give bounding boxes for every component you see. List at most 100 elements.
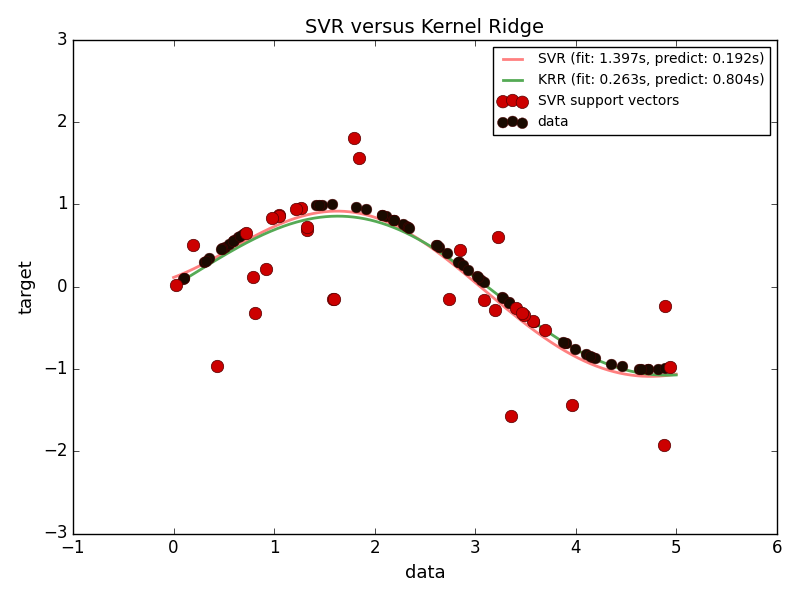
SVR support vectors xyxy=(247,272,260,282)
data xyxy=(327,294,340,304)
SVR support vectors xyxy=(259,264,272,274)
SVR support vectors xyxy=(526,317,539,326)
KRR (fit: 0.263s, predict: 0.804s): (0.98, 0.681): 0.263s, predict: 0.804s): (0.98, 0.681) xyxy=(267,227,277,234)
SVR support vectors xyxy=(353,153,366,163)
data xyxy=(375,210,388,220)
data xyxy=(457,260,470,270)
data xyxy=(642,364,655,374)
data xyxy=(527,317,540,326)
KRR (fit: 0.263s, predict: 0.804s): (0.299, 0.232): 0.263s, predict: 0.804s): (0.299, 0.232) xyxy=(198,264,208,271)
data xyxy=(237,230,250,239)
SVR support vectors xyxy=(348,133,361,143)
data xyxy=(565,400,578,410)
SVR (fit: 1.397s, predict: 0.192s): (1.63, 0.919): 1.397s, predict: 0.192s): (1.63, 0.919) xyxy=(332,208,342,215)
data xyxy=(453,257,466,267)
data xyxy=(327,294,340,304)
data xyxy=(203,253,216,263)
SVR (fit: 1.397s, predict: 0.192s): (0, 0.113): 1.397s, predict: 0.192s): (0, 0.113) xyxy=(169,274,178,281)
SVR support vectors xyxy=(489,305,502,315)
data xyxy=(489,305,502,315)
data xyxy=(659,301,672,310)
data xyxy=(580,349,593,359)
data xyxy=(558,338,571,347)
Legend: SVR (fit: 1.397s, predict: 0.192s), KRR (fit: 0.263s, predict: 0.804s), SVR supp: SVR (fit: 1.397s, predict: 0.192s), KRR … xyxy=(493,47,770,135)
data xyxy=(375,210,388,220)
data xyxy=(471,272,484,282)
SVR (fit: 1.397s, predict: 0.192s): (0.299, 0.278): 1.397s, predict: 0.192s): (0.299, 0.278) xyxy=(198,260,208,268)
KRR (fit: 0.263s, predict: 0.804s): (1.63, 0.858): 0.263s, predict: 0.804s): (1.63, 0.858) xyxy=(333,212,342,220)
data xyxy=(272,211,285,220)
data xyxy=(177,274,190,284)
data xyxy=(658,440,670,450)
data xyxy=(556,337,569,346)
data xyxy=(504,411,517,421)
data xyxy=(301,222,314,232)
data xyxy=(227,235,240,245)
SVR support vectors xyxy=(294,203,307,213)
data xyxy=(227,236,240,245)
SVR support vectors xyxy=(266,214,278,223)
data xyxy=(658,363,671,373)
data xyxy=(478,277,490,287)
data xyxy=(214,245,227,254)
data xyxy=(452,257,465,266)
data xyxy=(348,133,361,143)
data xyxy=(518,310,530,319)
data xyxy=(454,245,466,255)
SVR (fit: 1.397s, predict: 0.192s): (4.74, -1.09): 1.397s, predict: 0.192s): (4.74, -1.09) xyxy=(646,373,655,380)
SVR (fit: 1.397s, predict: 0.192s): (5, -1.06): 1.397s, predict: 0.192s): (5, -1.06) xyxy=(671,371,681,378)
data xyxy=(510,304,522,313)
KRR (fit: 0.263s, predict: 0.804s): (4.91, -1.08): 0.263s, predict: 0.804s): (4.91, -1.08) xyxy=(662,371,672,379)
data xyxy=(216,244,229,253)
data xyxy=(497,293,510,303)
data xyxy=(397,220,410,229)
SVR support vectors xyxy=(515,308,528,317)
data xyxy=(380,212,393,221)
data xyxy=(586,352,598,362)
SVR support vectors xyxy=(478,295,490,305)
SVR support vectors xyxy=(492,232,505,242)
data xyxy=(569,344,582,353)
data xyxy=(316,200,329,209)
data xyxy=(605,359,618,368)
SVR (fit: 1.397s, predict: 0.192s): (0.207, 0.222): 1.397s, predict: 0.192s): (0.207, 0.222) xyxy=(190,265,199,272)
data xyxy=(615,362,628,371)
data xyxy=(399,221,412,230)
data xyxy=(478,295,490,305)
SVR support vectors xyxy=(211,361,224,371)
data xyxy=(443,294,456,304)
data xyxy=(664,362,677,371)
Y-axis label: target: target xyxy=(18,259,36,314)
data xyxy=(430,241,443,250)
data xyxy=(495,292,508,302)
data xyxy=(178,274,190,283)
KRR (fit: 0.263s, predict: 0.804s): (4.74, -1.06): 0.263s, predict: 0.804s): (4.74, -1.06) xyxy=(645,371,654,378)
data xyxy=(259,264,272,274)
data xyxy=(502,298,515,307)
SVR (fit: 1.397s, predict: 0.192s): (0.98, 0.721): 1.397s, predict: 0.192s): (0.98, 0.721) xyxy=(267,224,277,231)
Line: KRR (fit: 0.263s, predict: 0.804s): KRR (fit: 0.263s, predict: 0.804s) xyxy=(174,216,676,375)
data xyxy=(441,248,454,258)
data xyxy=(387,215,400,224)
data xyxy=(232,232,245,242)
data xyxy=(198,257,210,267)
SVR (fit: 1.397s, predict: 0.192s): (0.0225, 0.123): 1.397s, predict: 0.192s): (0.0225, 0.123… xyxy=(171,273,181,280)
data xyxy=(584,351,597,361)
data xyxy=(462,265,474,274)
data xyxy=(248,308,261,317)
data xyxy=(211,361,224,371)
data xyxy=(492,232,505,242)
data xyxy=(178,274,190,283)
SVR support vectors xyxy=(300,225,313,235)
SVR (fit: 1.397s, predict: 0.192s): (2.44, 0.574): 1.397s, predict: 0.192s): (2.44, 0.574) xyxy=(414,236,424,243)
data xyxy=(187,241,200,250)
data xyxy=(387,215,400,224)
data xyxy=(215,244,228,254)
data xyxy=(326,200,338,209)
data xyxy=(170,280,182,290)
SVR support vectors xyxy=(504,411,517,421)
KRR (fit: 0.263s, predict: 0.804s): (0.207, 0.162): 0.263s, predict: 0.804s): (0.207, 0.162) xyxy=(190,270,199,277)
data xyxy=(360,205,373,214)
data xyxy=(234,232,246,241)
data xyxy=(433,242,446,252)
